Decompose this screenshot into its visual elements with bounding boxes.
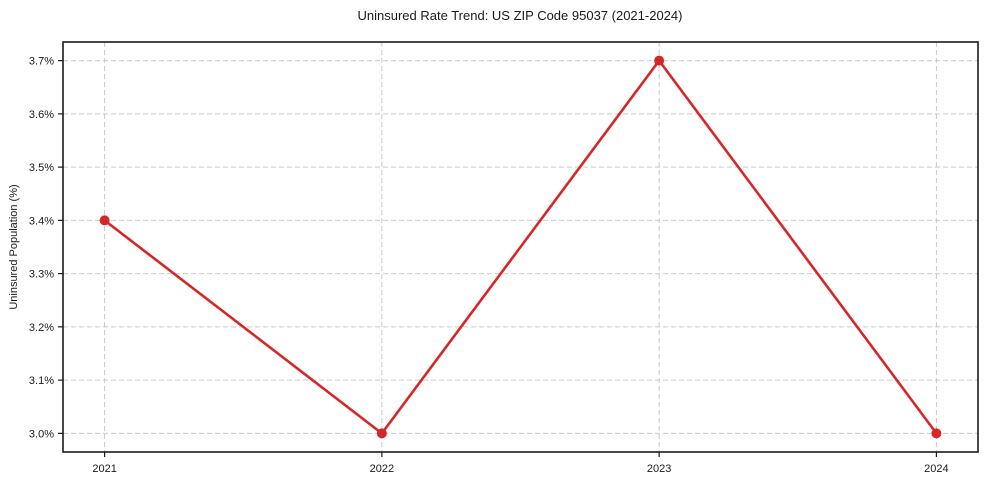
x-tick-label: 2024 bbox=[924, 463, 948, 475]
x-tick-label: 2022 bbox=[370, 463, 394, 475]
y-tick-label: 3.0% bbox=[29, 428, 54, 440]
data-point-marker bbox=[654, 55, 665, 66]
y-tick-label: 3.4% bbox=[29, 215, 54, 227]
y-tick-label: 3.5% bbox=[29, 162, 54, 174]
data-point-marker bbox=[99, 215, 110, 226]
x-tick-label: 2021 bbox=[92, 463, 116, 475]
y-tick-label: 3.3% bbox=[29, 269, 54, 281]
y-tick-label: 3.7% bbox=[29, 56, 54, 68]
data-point-marker bbox=[376, 428, 387, 439]
plot-border bbox=[62, 41, 979, 453]
trend-line bbox=[103, 59, 938, 435]
y-tick-label: 3.1% bbox=[29, 375, 54, 387]
x-tick-label: 2023 bbox=[647, 463, 671, 475]
chart-title: Uninsured Rate Trend: US ZIP Code 95037 … bbox=[357, 8, 683, 23]
y-tick-label: 3.2% bbox=[29, 322, 54, 334]
data-point-marker bbox=[931, 428, 942, 439]
y-tick-label: 3.6% bbox=[29, 109, 54, 121]
